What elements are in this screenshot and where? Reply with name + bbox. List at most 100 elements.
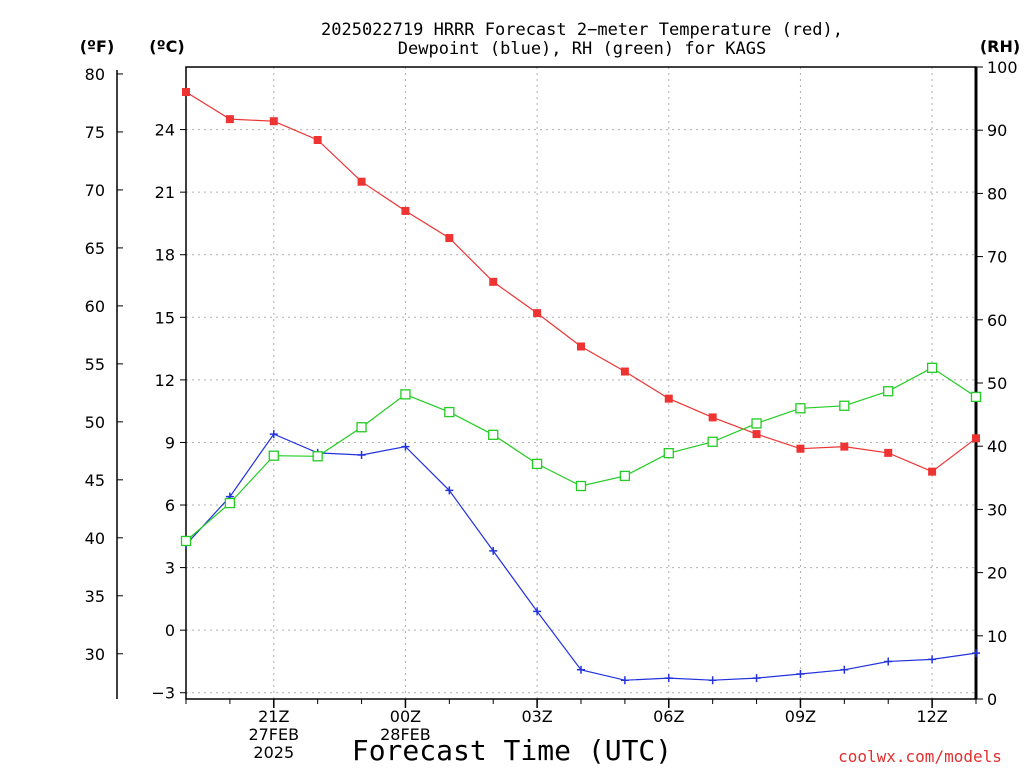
series-layer — [180, 88, 982, 685]
celsius-axis: −3 0 3 6 9 12 15 18 21 24 — [151, 121, 186, 703]
data-point-temperature_c — [182, 88, 190, 97]
data-point-rh_percent — [619, 470, 631, 482]
chart-title-line1: 2025022719 HRRR Forecast 2−meter Tempera… — [321, 20, 843, 40]
data-point-dewpoint_c — [972, 649, 980, 658]
data-point-dewpoint_c — [445, 486, 454, 495]
data-point-rh_percent — [224, 497, 236, 509]
series-line-temperature_c — [185, 91, 977, 473]
data-point-temperature_c — [225, 115, 234, 124]
celsius-tick-label: 3 — [165, 559, 175, 578]
data-point-temperature_c — [884, 448, 893, 457]
fahrenheit-tick-label: 30 — [85, 645, 105, 664]
data-point-temperature_c — [840, 442, 849, 451]
data-point-rh_percent — [795, 403, 806, 414]
data-point-temperature_c — [401, 206, 410, 215]
data-point-temperature_c — [357, 177, 366, 186]
plot-frame — [185, 66, 977, 700]
data-point-temperature_c — [664, 394, 673, 403]
data-point-rh_percent — [970, 391, 982, 403]
rh-tick-label: 50 — [987, 374, 1007, 393]
data-point-temperature_c — [577, 342, 585, 351]
data-point-temperature_c — [533, 309, 542, 318]
x-tick-label: 09Z — [785, 707, 816, 726]
data-point-dewpoint_c — [357, 450, 366, 459]
data-point-temperature_c — [752, 430, 761, 439]
rh-tick-label: 20 — [987, 564, 1007, 583]
data-point-temperature_c — [972, 434, 980, 443]
data-point-rh_percent — [400, 389, 411, 400]
rh-axis: 0 10 20 30 40 50 60 70 80 90 100 — [976, 58, 1018, 709]
data-point-dewpoint_c — [533, 607, 542, 616]
rh-tick-label: 80 — [987, 184, 1007, 203]
fahrenheit-unit-label: (ºF) — [80, 37, 115, 56]
data-point-dewpoint_c — [577, 665, 585, 674]
data-point-temperature_c — [928, 467, 937, 476]
data-point-dewpoint_c — [269, 430, 278, 439]
rh-tick-label: 60 — [987, 311, 1007, 330]
data-point-rh_percent — [444, 406, 455, 418]
rh-tick-label: 100 — [987, 58, 1018, 77]
data-point-rh_percent — [312, 451, 323, 462]
data-point-dewpoint_c — [840, 665, 849, 674]
fahrenheit-tick-label: 35 — [85, 587, 105, 606]
data-point-rh_percent — [663, 448, 674, 459]
fahrenheit-tick-label: 45 — [85, 471, 105, 490]
series-line-dewpoint_c — [185, 433, 977, 681]
data-point-dewpoint_c — [664, 674, 673, 683]
data-point-rh_percent — [488, 429, 499, 440]
celsius-unit-label: (ºC) — [149, 37, 184, 56]
data-point-temperature_c — [796, 444, 805, 453]
data-point-rh_percent — [575, 480, 587, 492]
x-tick-label: 21Z — [258, 707, 289, 726]
x-tick-label: 28FEB — [380, 725, 431, 744]
data-point-dewpoint_c — [489, 546, 498, 555]
chart-title-line2: Dewpoint (blue), RH (green) for KAGS — [398, 39, 766, 59]
series-temperature_c — [182, 88, 980, 476]
data-point-temperature_c — [489, 277, 498, 286]
data-point-temperature_c — [269, 117, 278, 126]
celsius-tick-label: 15 — [155, 308, 175, 327]
watermark: coolwx.com/models — [838, 747, 1002, 766]
fahrenheit-tick-label: 55 — [85, 355, 105, 374]
data-point-temperature_c — [708, 413, 717, 422]
data-point-rh_percent — [751, 418, 762, 429]
x-tick-label: 12Z — [916, 707, 947, 726]
celsius-tick-label: 12 — [155, 371, 175, 390]
fahrenheit-tick-label: 40 — [85, 529, 105, 548]
data-point-rh_percent — [883, 386, 894, 397]
data-point-dewpoint_c — [928, 655, 937, 664]
fahrenheit-axis: 30 35 40 45 50 55 60 65 70 75 80 — [85, 65, 123, 664]
rh-tick-label: 30 — [987, 500, 1007, 519]
data-point-dewpoint_c — [752, 674, 761, 683]
data-point-rh_percent — [707, 436, 718, 447]
celsius-tick-label: 6 — [165, 496, 175, 515]
fahrenheit-tick-label: 65 — [85, 239, 105, 258]
rh-tick-label: 70 — [987, 248, 1007, 267]
celsius-tick-label: 18 — [155, 246, 175, 265]
series-rh_percent — [180, 362, 982, 547]
x-tick-label: 2025 — [253, 743, 294, 762]
rh-tick-label: 40 — [987, 437, 1007, 456]
celsius-tick-label: 9 — [165, 433, 175, 452]
x-tick-label: 00Z — [390, 707, 421, 726]
series-dewpoint_c — [182, 430, 980, 685]
fahrenheit-tick-label: 70 — [85, 181, 105, 200]
rh-tick-label: 0 — [987, 690, 997, 709]
celsius-tick-label: 21 — [155, 183, 175, 202]
rh-unit-label: (RH) — [980, 37, 1020, 56]
rh-tick-label: 90 — [987, 121, 1007, 140]
data-point-dewpoint_c — [401, 442, 410, 451]
x-tick-label: 06Z — [653, 707, 684, 726]
data-point-temperature_c — [620, 367, 629, 376]
data-point-dewpoint_c — [708, 676, 717, 685]
data-point-dewpoint_c — [884, 657, 893, 666]
data-point-rh_percent — [839, 400, 850, 411]
x-tick-label: 03Z — [521, 707, 552, 726]
x-axis-label: Forecast Time (UTC) — [352, 734, 672, 767]
rh-tick-label: 10 — [987, 627, 1007, 646]
data-point-dewpoint_c — [620, 676, 629, 685]
series-line-rh_percent — [185, 367, 977, 542]
fahrenheit-tick-label: 80 — [85, 65, 105, 84]
